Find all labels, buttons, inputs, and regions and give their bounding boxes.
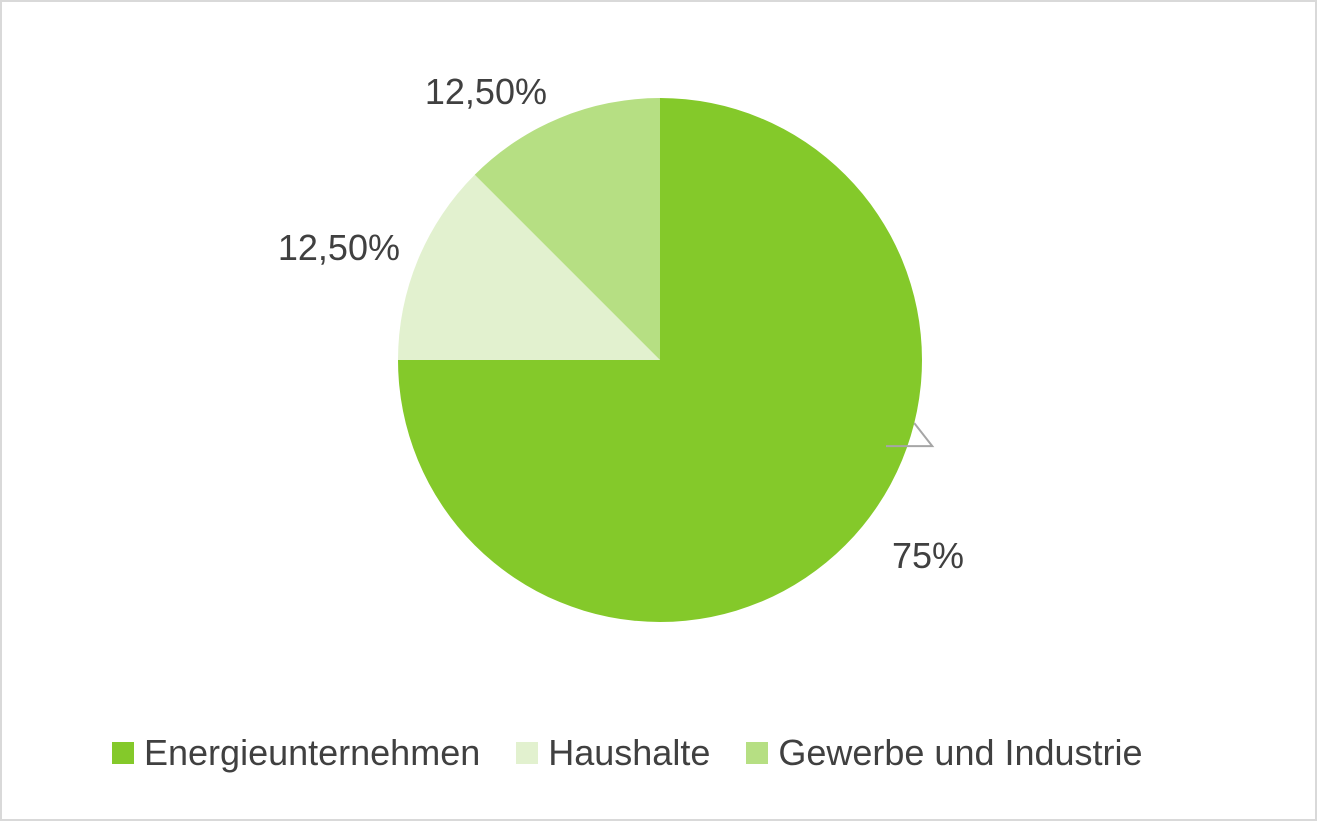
- data-label-energieunternehmen: 75%: [892, 535, 964, 576]
- leader-line-energieunternehmen: [886, 422, 935, 448]
- legend: Energieunternehmen Haushalte Gewerbe und…: [112, 727, 1179, 779]
- legend-label-energieunternehmen: Energieunternehmen: [144, 732, 481, 773]
- data-label-gewerbe-und-industrie: 12,50%: [425, 71, 547, 112]
- legend-item-energieunternehmen: Energieunternehmen: [112, 732, 480, 774]
- leader-lines: [886, 422, 935, 448]
- legend-item-gewerbe-und-industrie: Gewerbe und Industrie: [746, 732, 1143, 774]
- pie-slice-haushalte: [398, 174, 660, 360]
- pie-slice-gewerbe-und-industrie: [474, 97, 660, 360]
- legend-swatch-gewerbe-und-industrie: [746, 742, 769, 764]
- legend-swatch-energieunternehmen: [112, 742, 134, 764]
- data-labels: 75% 12,50% 12,50%: [278, 71, 964, 576]
- legend-label-haushalte: Haushalte: [548, 732, 711, 773]
- pie-slices: [398, 97, 922, 622]
- data-label-haushalte: 12,50%: [278, 227, 400, 268]
- legend-item-haushalte: Haushalte: [516, 732, 710, 774]
- legend-label-gewerbe-und-industrie: Gewerbe und Industrie: [778, 732, 1143, 773]
- legend-swatch-haushalte: [516, 742, 539, 764]
